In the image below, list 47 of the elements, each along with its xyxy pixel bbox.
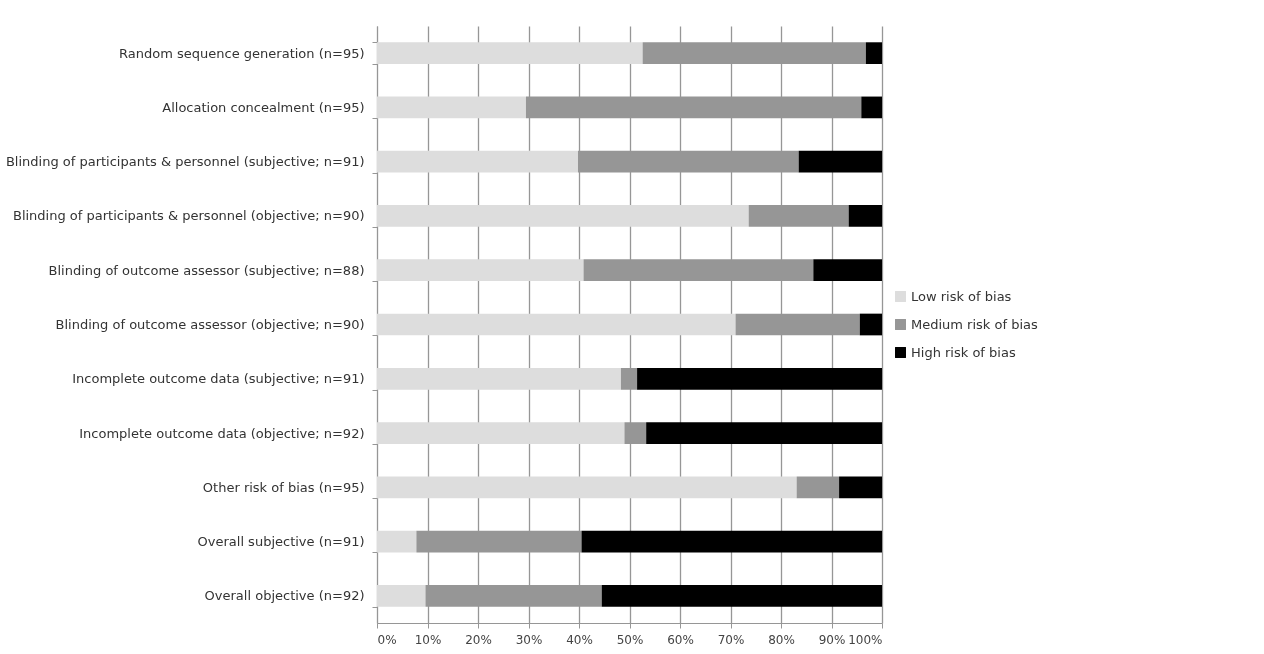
bar bbox=[637, 367, 882, 390]
x-tick-label: 50% bbox=[616, 632, 644, 647]
bar bbox=[798, 150, 882, 173]
y-tick-label: Other risk of bias (n=95) bbox=[202, 479, 365, 495]
bar bbox=[813, 259, 882, 282]
bar bbox=[377, 585, 426, 607]
x-tick-label: 80% bbox=[768, 632, 795, 647]
bar bbox=[377, 476, 797, 499]
x-tick-label: 60% bbox=[667, 632, 694, 647]
bar bbox=[839, 476, 882, 499]
x-tick-label: 100% bbox=[848, 632, 883, 647]
bar bbox=[377, 422, 625, 444]
bar bbox=[861, 96, 882, 119]
y-tick-label: Overall objective (n=92) bbox=[204, 588, 365, 604]
x-tick-label: 10% bbox=[414, 632, 442, 647]
bar bbox=[377, 530, 417, 553]
bar bbox=[646, 422, 882, 444]
bar bbox=[377, 150, 578, 173]
bar bbox=[377, 367, 621, 390]
legend-label: High risk of bias bbox=[911, 344, 1016, 360]
bar bbox=[859, 313, 882, 336]
y-tick-label: Incomplete outcome data (subjective; n=91) bbox=[72, 371, 365, 387]
y-tick-label: Blinding of outcome assessor (subjective; n=88) bbox=[48, 262, 365, 278]
x-tick-label: 0% bbox=[377, 632, 397, 647]
y-tick-label: Incomplete outcome data (objective; n=92) bbox=[79, 425, 365, 441]
x-tick-label: 40% bbox=[566, 632, 593, 647]
y-tick-label: Random sequence generation (n=95) bbox=[119, 45, 365, 61]
y-tick-label: Blinding of participants & personnel (subjective; n=91) bbox=[5, 154, 365, 170]
bar bbox=[377, 259, 584, 282]
bar bbox=[601, 585, 882, 607]
bar bbox=[581, 530, 882, 553]
x-tick-label: 70% bbox=[717, 632, 745, 647]
x-tick-label: 20% bbox=[465, 632, 492, 647]
bar bbox=[865, 42, 882, 64]
bar bbox=[377, 313, 736, 336]
legend-label: Low risk of bias bbox=[911, 288, 1012, 304]
y-tick-label: Blinding of participants & personnel (objective; n=90) bbox=[12, 208, 365, 224]
legend-label: Medium risk of bias bbox=[911, 316, 1038, 332]
y-tick-label: Allocation concealment (n=95) bbox=[162, 99, 365, 115]
x-tick-label: 90% bbox=[818, 632, 846, 647]
bar bbox=[377, 96, 526, 119]
y-tick-label: Overall subjective (n=91) bbox=[197, 534, 365, 550]
y-tick-label: Blinding of outcome assessor (objective; n=90) bbox=[55, 317, 365, 332]
bar bbox=[377, 205, 749, 227]
x-tick-label: 30% bbox=[515, 632, 543, 647]
bar bbox=[377, 42, 643, 64]
bar bbox=[848, 205, 882, 227]
